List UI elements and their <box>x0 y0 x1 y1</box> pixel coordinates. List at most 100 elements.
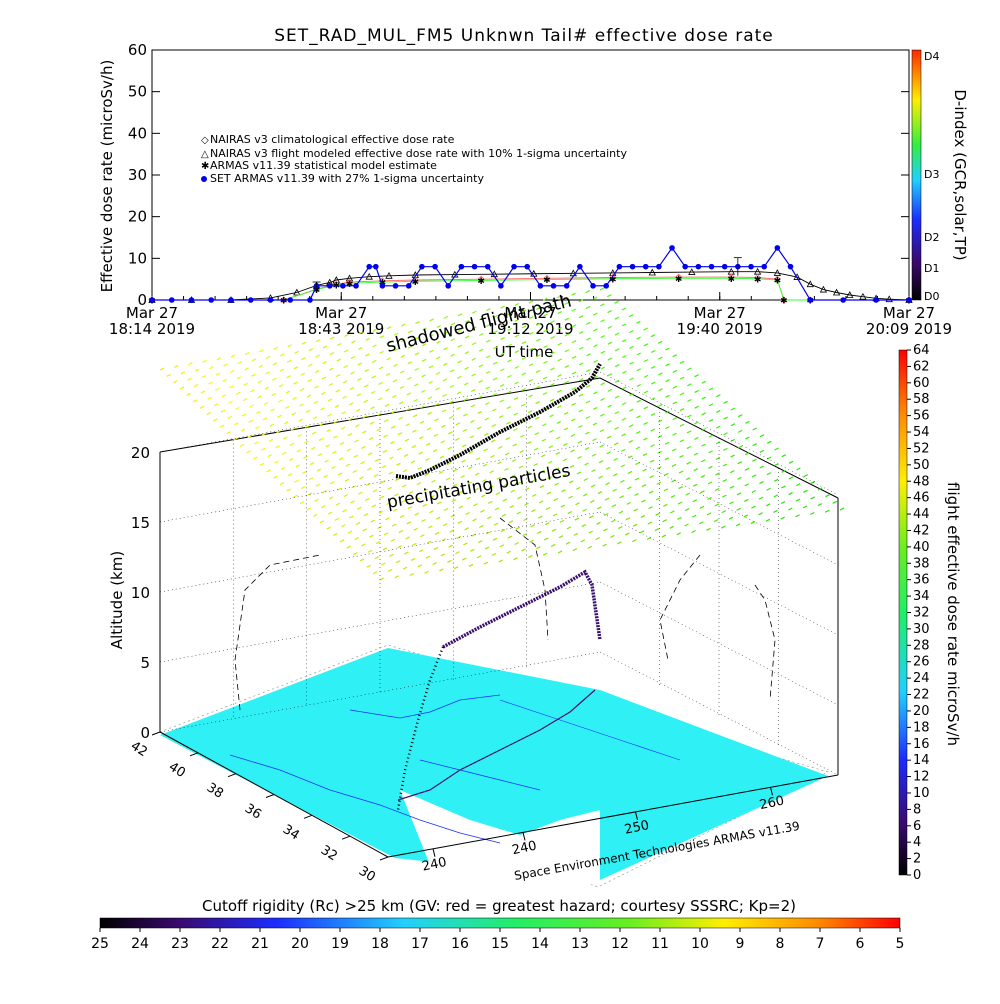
particle-mark <box>671 479 676 483</box>
particle-mark <box>656 481 662 485</box>
particle-mark <box>586 321 591 325</box>
legend: ◇ NAIRAS v3 climatological effective dos… <box>201 133 627 185</box>
particle-mark <box>240 428 246 432</box>
particle-mark <box>700 459 706 463</box>
particle-mark <box>556 405 562 409</box>
particle-mark <box>780 516 785 520</box>
particle-mark <box>514 381 519 385</box>
particle-mark <box>545 506 551 510</box>
particle-mark <box>621 339 627 343</box>
particle-mark <box>839 507 845 511</box>
particle-mark <box>443 347 448 351</box>
colorbar-tick-label: 10 <box>913 786 930 801</box>
particle-mark <box>407 376 412 380</box>
particle-mark <box>234 422 239 426</box>
particle-mark <box>356 506 362 510</box>
projection-right <box>659 554 701 661</box>
particle-mark <box>366 564 371 568</box>
particle-mark <box>650 334 656 338</box>
particle-mark <box>671 448 677 452</box>
particle-mark <box>521 548 526 552</box>
data-point <box>307 297 313 303</box>
particle-mark <box>524 502 529 506</box>
particle-mark <box>620 479 625 483</box>
particle-mark <box>326 429 331 433</box>
particle-mark <box>744 467 750 471</box>
particle-mark <box>535 306 541 311</box>
d-index-tick: D0 <box>924 290 939 303</box>
particle-mark <box>405 423 410 427</box>
particle-mark <box>543 313 548 317</box>
particle-mark <box>525 487 530 491</box>
data-point <box>590 283 596 289</box>
particle-mark <box>564 333 570 337</box>
particle-mark <box>759 465 764 469</box>
particle-mark <box>511 474 516 478</box>
particle-mark <box>286 359 292 363</box>
cutoff-rigidity-colorbar <box>99 917 901 929</box>
d-index-tick: D3 <box>924 168 939 181</box>
lat-tick-mark <box>189 752 199 757</box>
particle-mark <box>607 404 612 408</box>
particle-mark <box>643 327 648 331</box>
particle-mark <box>614 411 620 415</box>
particle-mark <box>692 499 698 503</box>
particle-mark <box>269 423 275 427</box>
particle-mark <box>279 368 285 372</box>
lat-tick-mark <box>265 794 275 798</box>
particle-mark <box>408 490 414 494</box>
particle-mark <box>571 292 576 296</box>
particle-mark <box>464 527 469 531</box>
particle-mark <box>370 519 375 523</box>
particle-mark <box>478 395 483 399</box>
data-point <box>208 297 215 303</box>
particle-mark <box>308 477 314 481</box>
data-point <box>168 297 175 303</box>
particle-mark <box>542 552 548 556</box>
particle-mark <box>221 394 227 398</box>
particle-mark <box>256 395 262 399</box>
particle-mark <box>600 382 605 386</box>
particle-mark <box>708 418 714 422</box>
particle-mark <box>335 373 341 378</box>
projection-right-wall <box>754 584 776 701</box>
z-tick-label: 5 <box>140 654 150 672</box>
particle-mark <box>436 324 441 329</box>
particle-mark <box>679 454 684 459</box>
particle-mark <box>625 517 631 521</box>
particle-mark <box>449 529 455 533</box>
particle-mark <box>482 463 488 467</box>
particle-mark <box>773 509 778 513</box>
particle-mark <box>380 480 386 484</box>
particle-mark <box>729 485 735 489</box>
particle-mark <box>376 428 381 432</box>
particle-mark <box>374 556 380 560</box>
particle-mark <box>542 297 548 301</box>
cutoff-tick-label: 9 <box>736 936 745 952</box>
particle-mark <box>580 539 586 543</box>
particle-mark <box>513 428 518 432</box>
particle-mark <box>665 426 670 430</box>
particle-mark <box>426 540 432 544</box>
data-point <box>511 263 517 270</box>
particle-mark <box>541 438 547 442</box>
particle-mark <box>643 390 649 394</box>
data-point <box>379 283 386 289</box>
particle-mark <box>390 441 395 445</box>
particle-mark <box>442 378 448 382</box>
particle-mark <box>634 492 639 497</box>
particle-mark <box>619 495 624 499</box>
particle-mark <box>543 345 548 349</box>
cutoff-tick-label: 7 <box>816 936 825 952</box>
particle-mark <box>556 436 561 440</box>
particle-mark <box>406 392 412 396</box>
colorbar-tick-label: 50 <box>913 458 930 473</box>
data-point: ✱ <box>543 276 551 286</box>
particle-mark <box>417 466 423 470</box>
particle-mark <box>278 399 283 403</box>
particle-mark <box>578 393 584 397</box>
particle-mark <box>342 509 347 513</box>
x-tick-date: Mar 27 <box>504 304 556 322</box>
particle-mark <box>483 561 489 565</box>
particle-mark <box>429 318 434 322</box>
